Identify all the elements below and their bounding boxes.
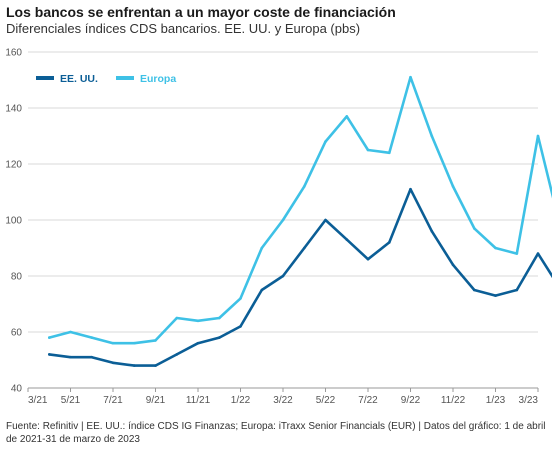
data-point [536, 134, 540, 138]
data-point [69, 355, 72, 359]
data-point [409, 187, 412, 191]
data-point [303, 246, 306, 250]
data-point [494, 246, 497, 250]
data-point [218, 316, 221, 320]
data-point [218, 336, 221, 339]
data-point [111, 361, 115, 365]
data-point [473, 288, 476, 292]
data-point [133, 341, 136, 345]
data-point [366, 148, 370, 152]
x-tick-label: 1/23 [486, 395, 506, 406]
data-point [515, 288, 519, 292]
data-point [430, 134, 434, 138]
data-point [515, 252, 519, 255]
data-point [175, 316, 179, 320]
data-point [494, 294, 497, 297]
data-point [536, 252, 540, 255]
x-tick-label: 9/21 [146, 395, 166, 406]
data-point [154, 364, 157, 367]
x-tick-label: 11/22 [441, 395, 466, 406]
data-point [388, 151, 391, 155]
data-point [154, 339, 157, 342]
data-point [366, 257, 370, 261]
data-point [324, 218, 327, 222]
x-tick-label: 9/22 [401, 395, 421, 406]
data-point [48, 336, 51, 339]
y-tick-label: 120 [5, 160, 22, 171]
chart-subtitle: Diferenciales índices CDS bancarios. EE.… [6, 21, 361, 36]
source-note: Fuente: Refinitiv | EE. UU.: índice CDS … [6, 421, 546, 445]
data-point [175, 353, 179, 356]
chart-title: Los bancos se enfrentan a un mayor coste… [6, 4, 396, 20]
y-tick-label: 160 [5, 48, 22, 59]
data-point [451, 185, 455, 188]
y-tick-label: 60 [11, 328, 23, 339]
x-tick-label: 3/21 [28, 395, 48, 406]
x-axis: 3/21 5/21 7/21 9/21 11/21 1/22 3/22 5/22 7/22 9/2… [27, 388, 539, 406]
y-tick-label: 80 [11, 272, 23, 283]
y-tick-label: 100 [5, 216, 22, 227]
data-point [451, 263, 455, 267]
x-tick-label: 5/22 [316, 395, 336, 406]
data-point [196, 341, 200, 345]
data-point [430, 229, 434, 233]
x-tick-label: 11/21 [186, 395, 211, 406]
data-point [239, 297, 242, 300]
data-point [281, 274, 285, 278]
x-tick-label: 3/22 [273, 395, 293, 406]
data-point [196, 319, 200, 323]
x-tick-label: 7/22 [358, 395, 378, 406]
y-axis: 40 60 80 100 120 140 160 [5, 48, 22, 395]
y-tick-label: 140 [5, 104, 22, 115]
data-point [388, 241, 391, 244]
x-tick-label: 7/21 [103, 395, 123, 406]
data-point [133, 364, 136, 367]
series-line-us [47, 187, 552, 367]
data-point [90, 336, 94, 339]
data-point [111, 341, 115, 345]
data-point [303, 185, 306, 188]
data-point [473, 227, 476, 230]
data-point [281, 218, 285, 222]
legend-label: EE. UU. [60, 73, 98, 85]
data-point [90, 355, 94, 359]
data-point [345, 115, 349, 118]
line-chart: 40 60 80 100 120 140 160 3/21 5/21 7/21 9/21 11/21… [5, 48, 552, 406]
data-point [69, 330, 72, 334]
x-tick-label: 1/22 [231, 395, 251, 406]
x-tick-label: 3/23 [519, 395, 539, 406]
data-point [260, 246, 264, 250]
legend: EE. UU. Europa [36, 73, 176, 85]
legend-label: Europa [140, 73, 176, 85]
y-tick-label: 40 [11, 384, 23, 395]
data-point [260, 288, 264, 292]
series-lines [47, 75, 552, 367]
data-point [239, 325, 242, 328]
data-point [324, 140, 327, 143]
series-line-europe [47, 75, 552, 345]
data-point [48, 353, 51, 356]
x-tick-label: 5/21 [61, 395, 81, 406]
data-point [345, 238, 349, 241]
data-point [409, 75, 412, 79]
